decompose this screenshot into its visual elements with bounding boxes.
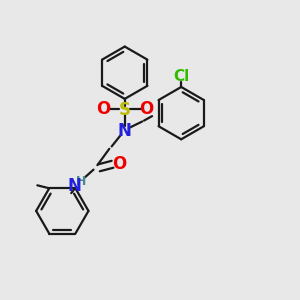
Text: O: O: [112, 155, 126, 173]
Text: O: O: [139, 100, 153, 118]
Text: N: N: [118, 122, 132, 140]
Text: S: S: [119, 100, 131, 118]
Text: N: N: [68, 177, 82, 195]
Text: Cl: Cl: [173, 69, 189, 84]
Text: O: O: [96, 100, 110, 118]
Text: H: H: [76, 175, 86, 188]
